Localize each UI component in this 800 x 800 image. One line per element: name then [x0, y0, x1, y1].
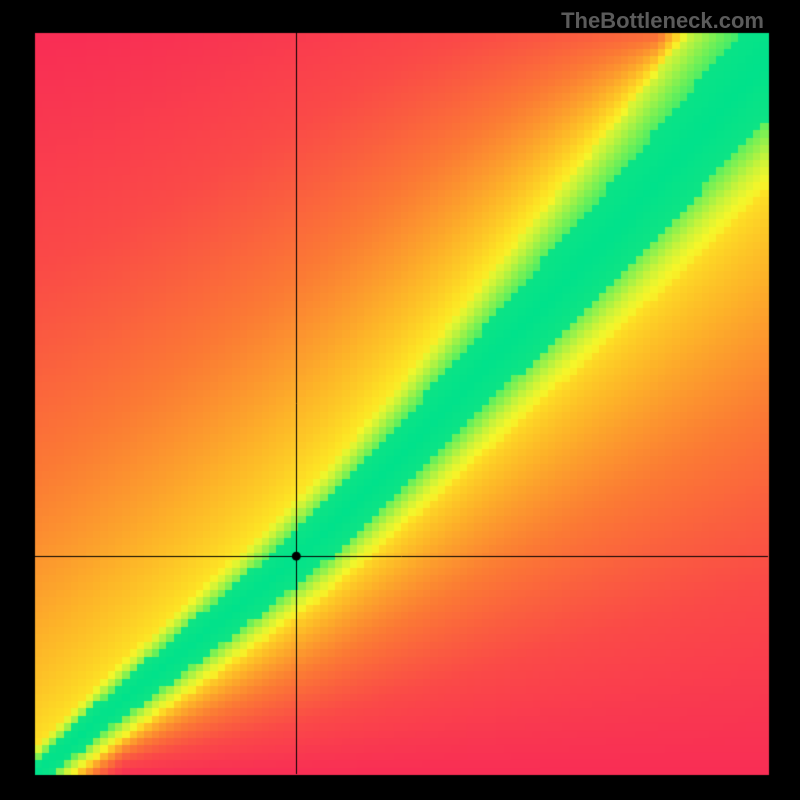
watermark-label: TheBottleneck.com [561, 8, 764, 34]
bottleneck-heatmap [0, 0, 800, 800]
chart-container: TheBottleneck.com [0, 0, 800, 800]
